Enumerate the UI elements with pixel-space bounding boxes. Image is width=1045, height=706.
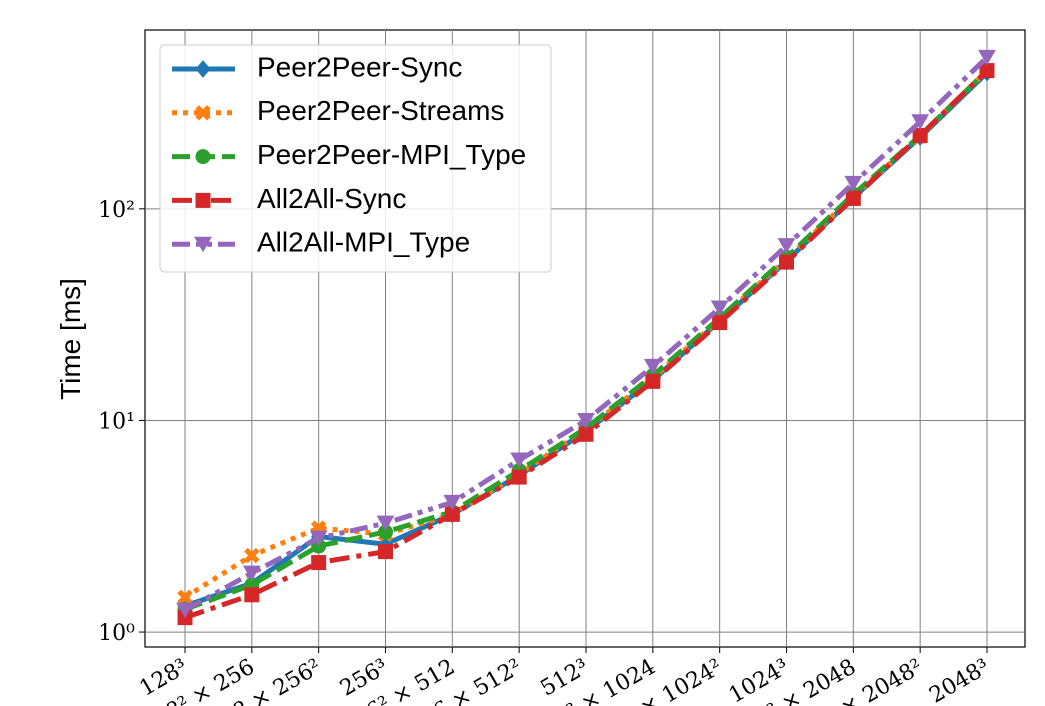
legend-label: Peer2Peer-Streams <box>257 95 504 126</box>
marker <box>244 547 260 564</box>
marker <box>195 105 211 121</box>
legend-label: Peer2Peer-Sync <box>257 51 462 82</box>
marker <box>645 373 661 389</box>
marker <box>710 300 729 316</box>
legend-label: All2All-Sync <box>257 183 406 214</box>
legend-label: All2All-MPI_Type <box>257 227 470 258</box>
y-axis-label: Time [ms] <box>55 278 86 400</box>
marker <box>376 515 395 532</box>
marker <box>311 555 327 571</box>
y-tick-label: 10² <box>98 198 135 223</box>
marker <box>195 60 211 78</box>
legend-label: Peer2Peer-MPI_Type <box>257 139 526 170</box>
marker <box>912 128 928 144</box>
marker <box>195 149 211 165</box>
marker <box>242 565 261 582</box>
marker <box>978 49 996 66</box>
marker <box>844 175 863 192</box>
marker <box>577 412 595 429</box>
marker <box>510 452 529 469</box>
legend-box <box>159 44 552 273</box>
marker <box>244 587 260 603</box>
marker <box>443 494 462 511</box>
marker <box>979 63 995 79</box>
x-tick-label: 2048³ <box>925 655 994 706</box>
marker <box>845 190 861 206</box>
legend: Peer2Peer-Sync Peer2Peer-Streams Peer2Peer… <box>159 44 552 273</box>
marker <box>511 469 527 485</box>
marker <box>177 589 193 605</box>
marker <box>195 192 211 208</box>
y-tick-label: 10¹ <box>98 409 135 434</box>
marker <box>712 315 728 331</box>
marker <box>176 602 194 619</box>
marker <box>578 426 594 442</box>
plot-frame <box>144 29 1026 648</box>
y-tick-label: 10⁰ <box>98 621 135 646</box>
marker <box>911 114 930 130</box>
marker <box>777 238 796 254</box>
marker <box>378 544 393 560</box>
marker <box>643 358 662 375</box>
marker <box>779 254 794 270</box>
marker <box>194 236 212 253</box>
marker <box>309 530 328 547</box>
